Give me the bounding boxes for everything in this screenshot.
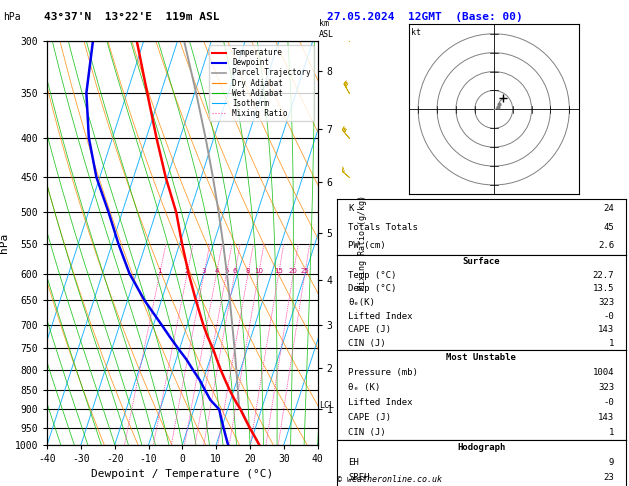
Legend: Temperature, Dewpoint, Parcel Trajectory, Dry Adiabat, Wet Adiabat, Isotherm, Mi: Temperature, Dewpoint, Parcel Trajectory…	[209, 45, 314, 121]
Text: 2.6: 2.6	[598, 242, 615, 250]
Text: 143: 143	[598, 325, 615, 334]
Text: CAPE (J): CAPE (J)	[348, 413, 391, 422]
Text: Totals Totals: Totals Totals	[348, 223, 418, 232]
Text: Lifted Index: Lifted Index	[348, 312, 413, 321]
Text: PW (cm): PW (cm)	[348, 242, 386, 250]
Text: 5: 5	[224, 267, 228, 274]
Text: LCL: LCL	[319, 401, 334, 410]
Text: K: K	[348, 204, 353, 213]
Text: -0: -0	[604, 312, 615, 321]
Text: 1: 1	[157, 267, 162, 274]
Text: Hodograph: Hodograph	[457, 443, 505, 452]
Text: Surface: Surface	[462, 258, 500, 266]
Text: 20: 20	[289, 267, 298, 274]
Text: kt: kt	[411, 28, 421, 37]
Text: 6: 6	[233, 267, 237, 274]
Text: Temp (°C): Temp (°C)	[348, 271, 396, 280]
Text: 25: 25	[301, 267, 309, 274]
Text: 10: 10	[254, 267, 263, 274]
Text: θₑ (K): θₑ (K)	[348, 383, 381, 392]
Text: CIN (J): CIN (J)	[348, 339, 386, 347]
Text: CAPE (J): CAPE (J)	[348, 325, 391, 334]
Text: θₑ(K): θₑ(K)	[348, 298, 375, 307]
Text: 13.5: 13.5	[593, 284, 615, 294]
Text: 1: 1	[609, 428, 615, 437]
Text: 43°37'N  13°22'E  119m ASL: 43°37'N 13°22'E 119m ASL	[44, 12, 220, 22]
Text: 2: 2	[185, 267, 189, 274]
Text: Dewp (°C): Dewp (°C)	[348, 284, 396, 294]
Text: km
ASL: km ASL	[319, 19, 334, 39]
Text: Most Unstable: Most Unstable	[446, 353, 516, 362]
Text: CIN (J): CIN (J)	[348, 428, 386, 437]
Text: 9: 9	[609, 458, 615, 467]
Text: 323: 323	[598, 383, 615, 392]
Text: Mixing Ratio (g/kg): Mixing Ratio (g/kg)	[359, 195, 367, 291]
Y-axis label: hPa: hPa	[0, 233, 9, 253]
Text: 45: 45	[604, 223, 615, 232]
Text: 23: 23	[604, 473, 615, 482]
Text: SREH: SREH	[348, 473, 370, 482]
Text: 4: 4	[214, 267, 219, 274]
Text: 8: 8	[246, 267, 250, 274]
X-axis label: Dewpoint / Temperature (°C): Dewpoint / Temperature (°C)	[91, 469, 274, 479]
Text: Pressure (mb): Pressure (mb)	[348, 368, 418, 377]
Text: 27.05.2024  12GMT  (Base: 00): 27.05.2024 12GMT (Base: 00)	[327, 12, 523, 22]
Text: EH: EH	[348, 458, 359, 467]
Text: 15: 15	[274, 267, 283, 274]
Text: Lifted Index: Lifted Index	[348, 398, 413, 407]
Text: 323: 323	[598, 298, 615, 307]
Text: © weatheronline.co.uk: © weatheronline.co.uk	[337, 474, 442, 484]
Text: 3: 3	[202, 267, 206, 274]
Text: 22.7: 22.7	[593, 271, 615, 280]
Text: hPa: hPa	[3, 12, 21, 22]
Text: 24: 24	[604, 204, 615, 213]
Text: 143: 143	[598, 413, 615, 422]
Text: -0: -0	[604, 398, 615, 407]
Text: 1: 1	[609, 339, 615, 347]
Text: 1004: 1004	[593, 368, 615, 377]
